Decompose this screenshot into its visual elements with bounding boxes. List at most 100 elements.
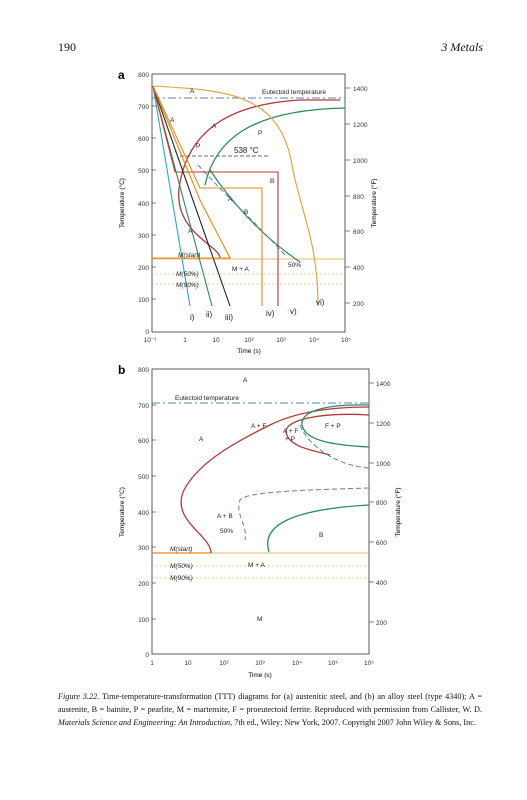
panel-a-ytick-f: 800 [353, 194, 364, 201]
caption-book-title: Materials Science and Engineering: An In… [58, 718, 231, 727]
bainite-finish-a [209, 169, 301, 263]
panel-a-xlabel: Time (s) [237, 348, 261, 355]
panel-a-xtick: 10² [244, 337, 254, 344]
cooling-path-orange-low [152, 85, 231, 259]
region-label: A + F [283, 428, 298, 435]
panel-a-xtick: 10⁴ [309, 337, 319, 344]
caption-text-2: , 7th ed., Wiley: New York, 2007. Copyri… [230, 718, 476, 727]
panel-a: a 800 700 600 500 400 300 200 100 0 1400 [118, 68, 378, 355]
bainite-finish-b [267, 504, 370, 553]
region-label: M + A [232, 266, 249, 273]
region-label: A [243, 377, 248, 384]
panel-a-xtick: 10³ [276, 337, 286, 344]
region-label: F + P [325, 423, 341, 430]
region-label: + P [285, 436, 295, 443]
panel-a-ytick-c: 400 [138, 201, 149, 208]
region-label: A [188, 228, 193, 235]
m-start-label-a: M(start) [178, 252, 200, 259]
cooling-path-v [152, 85, 279, 306]
panel-a-ytick-c: 500 [138, 168, 149, 175]
cooling-path-iv [152, 85, 263, 306]
panel-a-xtick: 10 [212, 337, 220, 344]
figure-caption: Figure 3.22. Time-temperature-transforma… [58, 690, 482, 729]
m50-label-b: M(50%) [170, 563, 193, 570]
panel-b-ytick-c: 800 [138, 367, 149, 374]
ttt-figure: a 800 700 600 500 400 300 200 100 0 1400 [118, 68, 402, 679]
region-label: A + B [217, 513, 233, 520]
region-label: A + F [251, 423, 266, 430]
panel-b-ytick-f: 1000 [376, 461, 391, 468]
panel-b-frame [151, 368, 370, 655]
panel-b-xtick: 10⁵ [328, 660, 338, 667]
curve-label-v: v) [290, 307, 297, 316]
temp-538-label: 538 °C [234, 146, 259, 155]
panel-a-xtick: 1 [183, 337, 187, 344]
panel-b-ylabel-left: Temperature (°C) [118, 487, 126, 537]
caption-text-1: Time-temperature-transformation (TTT) di… [58, 692, 482, 714]
cooling-path-vi [152, 85, 319, 307]
panel-a-ytick-c: 100 [138, 297, 149, 304]
curve-label-iv: iv) [266, 309, 275, 318]
m50-label-a: M(50%) [176, 271, 199, 278]
panel-a-frame [151, 73, 346, 333]
region-label: A [190, 88, 195, 95]
panel-b-ytick-c: 400 [138, 510, 149, 517]
panel-a-ytick-c: 800 [138, 72, 149, 79]
curve-label-vi: vi) [316, 298, 325, 307]
percent-label-b: 50% [220, 528, 233, 535]
ferrite-50-b [299, 424, 370, 469]
panel-b-xtick: 10⁶ [364, 660, 374, 667]
panel-a-ytick-c: 0 [145, 329, 149, 336]
pearlite-finish-b [301, 404, 370, 448]
curve-label-iii: iii) [225, 313, 233, 322]
panel-a-ylabel-left: Temperature (°C) [118, 178, 126, 228]
panel-a-ytick-c: 600 [138, 136, 149, 143]
panel-a-ytick-f: 1400 [353, 86, 368, 93]
panel-a-ytick-c: 700 [138, 104, 149, 111]
region-label: P [258, 130, 262, 137]
region-label: B [270, 178, 274, 185]
caption-label: Figure 3.22. [58, 692, 100, 701]
region-label: A [199, 436, 204, 443]
panel-b-xtick: 10² [219, 660, 229, 667]
panel-b-ytick-c: 500 [138, 474, 149, 481]
page-number: 190 [58, 40, 76, 54]
panel-b: b 800 700 600 500 400 300 200 100 0 1400… [118, 363, 402, 679]
curve-label-i: i) [190, 313, 195, 322]
bainite-50-b [238, 487, 370, 541]
region-label: A [212, 123, 217, 130]
panel-b-ytick-c: 100 [138, 617, 149, 624]
panel-b-label: b [118, 363, 125, 377]
panel-a-ylabel-right: Temperature (°F) [370, 178, 378, 227]
panel-b-ytick-f: 600 [376, 540, 387, 547]
start-curve-b [180, 406, 370, 554]
panel-a-ytick-f: 600 [353, 229, 364, 236]
region-label: A [170, 117, 175, 124]
curve-label-ii: ii) [206, 310, 213, 319]
panel-a-ytick-c: 300 [138, 233, 149, 240]
panel-a-ytick-f: 400 [353, 265, 364, 272]
panel-b-ytick-f: 200 [376, 620, 387, 627]
region-label: M + A [248, 562, 265, 569]
panel-b-xtick: 10 [184, 660, 192, 667]
m90-label-a: M(90%) [176, 282, 199, 289]
panel-b-xtick: 10⁴ [292, 660, 302, 667]
m-start-label-b: M(start) [170, 546, 192, 553]
ferrite-curve-b [285, 413, 370, 456]
panel-b-xlabel: Time (s) [248, 672, 272, 679]
panel-b-ytick-c: 700 [138, 403, 149, 410]
panel-a-xtick: 10⁻¹ [144, 337, 158, 344]
panel-a-ytick-c: 200 [138, 265, 149, 272]
panel-b-ytick-c: 0 [145, 652, 149, 659]
panel-b-ytick-c: 300 [138, 545, 149, 552]
panel-a-xtick: 10⁵ [341, 337, 351, 344]
running-head: 3 Metals [441, 40, 483, 54]
panel-a-ytick-f: 1000 [353, 158, 368, 165]
panel-a-label: a [118, 68, 125, 82]
region-label: M [257, 616, 262, 623]
eutectoid-label-a: Eutectoid temperature [262, 89, 326, 96]
panel-b-ytick-f: 800 [376, 500, 387, 507]
panel-b-ytick-f: 1200 [376, 421, 391, 428]
eutectoid-label-b: Eutectoid temperature [175, 395, 239, 402]
panel-b-ylabel-right: Temperature (°F) [394, 487, 402, 536]
